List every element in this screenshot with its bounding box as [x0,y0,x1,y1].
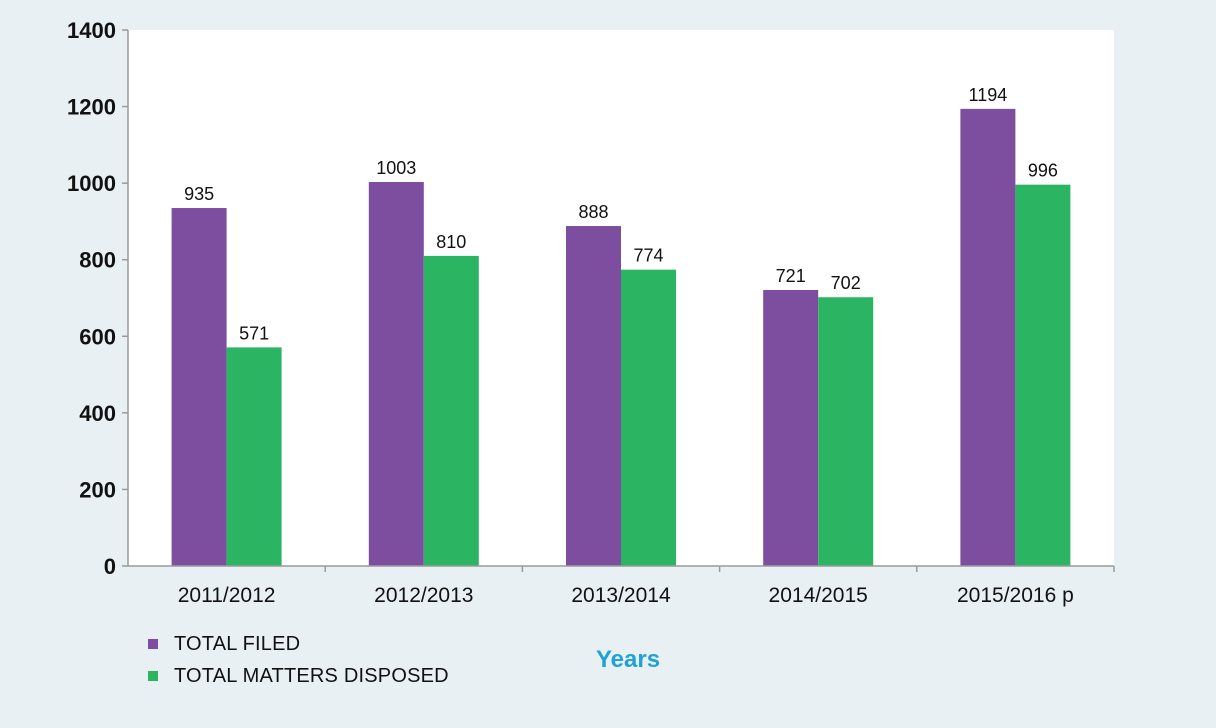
data-label: 810 [436,232,466,252]
bars [171,108,1071,567]
legend-label-total-filed: TOTAL FILED [174,632,301,655]
legend-swatch-total-filed [148,639,158,649]
y-tick-label: 0 [104,554,116,579]
x-category-label: 2015/2016 p [957,584,1074,607]
legend-item-total-matters-disposed: TOTAL MATTERS DISPOSED [148,660,449,692]
bar-total-matters-disposed [818,297,874,566]
bar-total-filed [171,208,227,566]
x-category-label: 2014/2015 [769,584,868,607]
y-tick-label: 1000 [67,171,116,196]
y-axis-ticks: 0 200 400 600 800 1000 1200 1400 [67,18,128,579]
bar-total-matters-disposed [621,269,676,566]
bar-total-matters-disposed [423,255,479,566]
data-labels: 935 571 1003 810 888 774 721 702 1194 996 [184,85,1058,344]
legend-item-total-filed: TOTAL FILED [148,628,449,660]
data-label: 935 [184,184,214,204]
bar-total-filed [566,226,621,566]
y-tick-label: 200 [79,477,116,502]
data-label: 774 [633,246,663,266]
bar-total-filed [763,289,819,566]
y-tick-label: 600 [79,324,116,349]
data-label: 571 [239,323,269,343]
bar-total-matters-disposed [226,347,282,566]
legend-swatch-total-matters-disposed [148,671,158,681]
bar-total-filed [960,108,1016,567]
bar-total-filed [368,181,424,566]
data-label: 721 [776,266,806,286]
y-tick-label: 1200 [67,95,116,120]
legend: TOTAL FILED TOTAL MATTERS DISPOSED [148,628,449,692]
bar-total-matters-disposed [1015,184,1071,566]
legend-label-total-matters-disposed: TOTAL MATTERS DISPOSED [174,664,449,687]
x-axis-labels: 2011/2012 2012/2013 2013/2014 2014/2015 2015… [178,566,1115,607]
data-label: 1003 [376,158,416,178]
data-label: 996 [1028,161,1058,181]
x-category-label: 2013/2014 [571,584,671,607]
y-tick-label: 800 [79,248,116,273]
x-axis-title: Years [596,646,661,673]
data-label: 702 [831,273,861,293]
y-tick-label: 1400 [67,18,116,43]
y-tick-label: 400 [79,401,116,426]
x-category-label: 2012/2013 [374,584,473,607]
data-label: 1194 [969,85,1008,105]
data-label: 888 [578,202,608,222]
x-category-label: 2011/2012 [178,584,276,607]
